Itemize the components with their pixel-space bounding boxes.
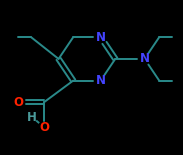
- Text: H: H: [27, 111, 37, 124]
- Text: N: N: [96, 31, 106, 44]
- Text: O: O: [13, 96, 23, 109]
- Text: N: N: [140, 52, 150, 65]
- Text: N: N: [96, 74, 106, 87]
- Text: O: O: [39, 121, 49, 134]
